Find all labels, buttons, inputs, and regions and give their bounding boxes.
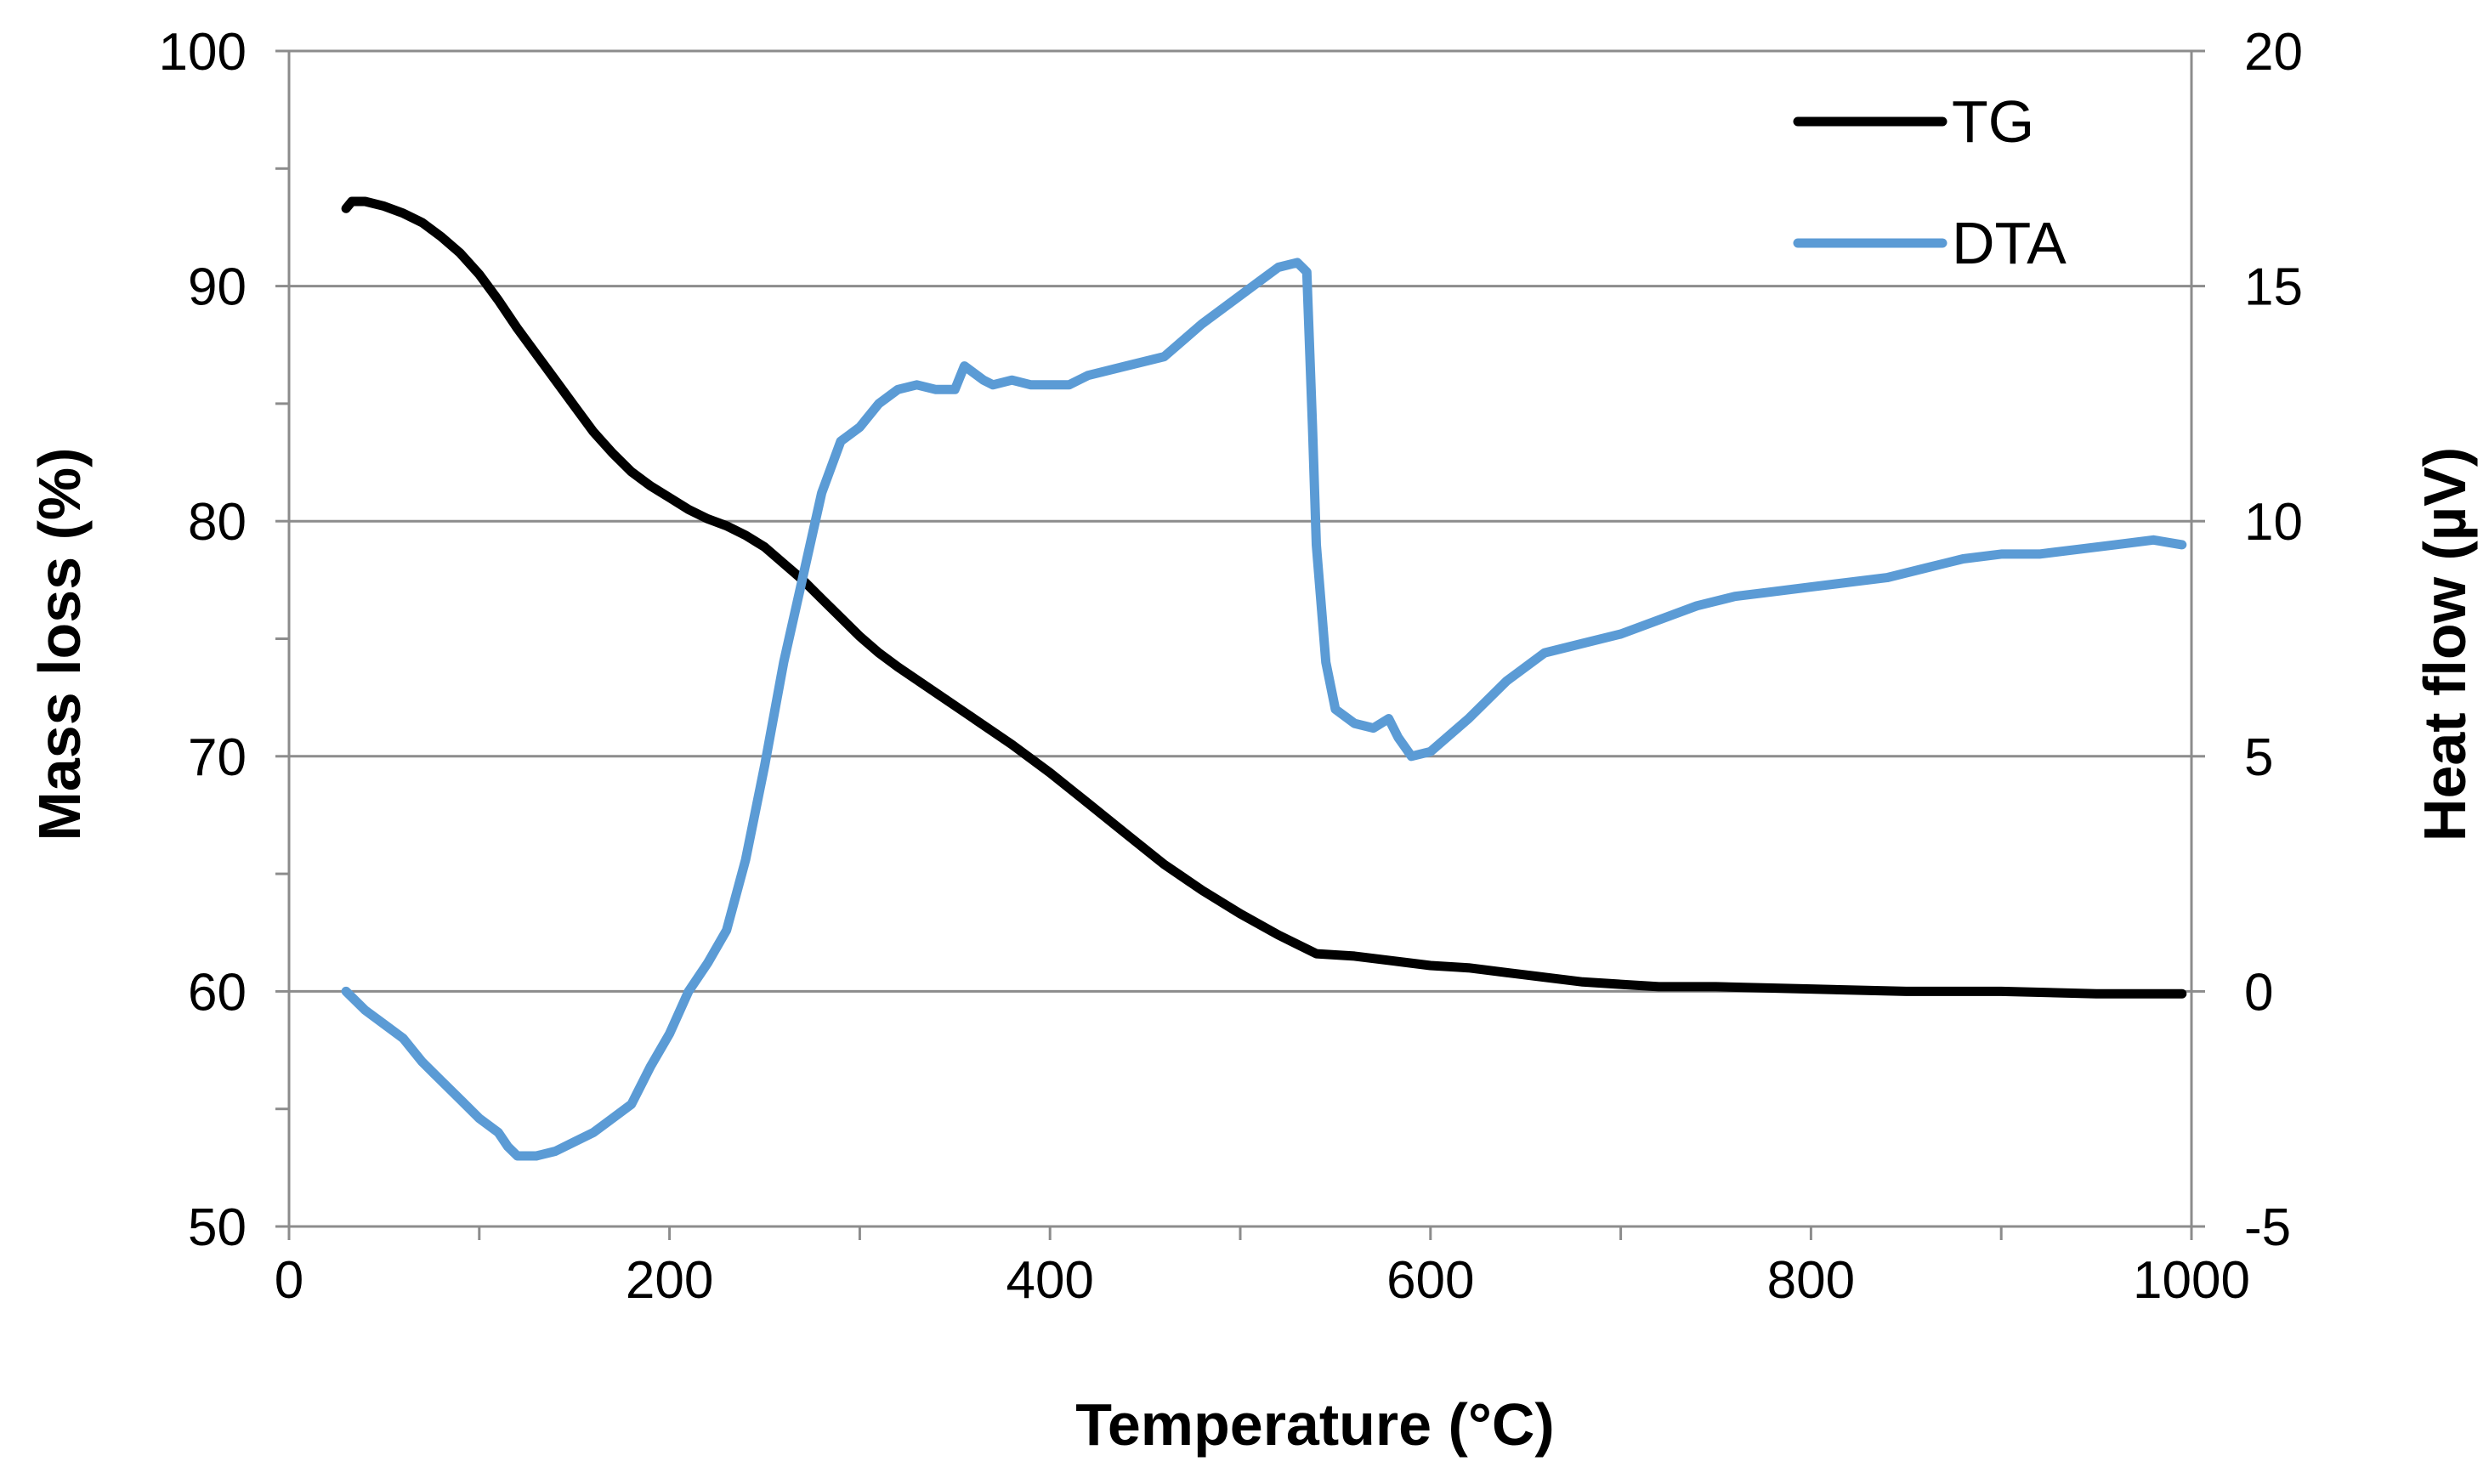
series-line-tg [341, 196, 2187, 999]
y-right-tick-labels: -5 0 5 10 15 20 [2244, 23, 2303, 1257]
y-left-tick-label: 50 [188, 1198, 247, 1257]
x-tick-label: 1000 [2133, 1251, 2250, 1310]
x-tick-label: 600 [1386, 1251, 1474, 1310]
x-tick-label: 800 [1767, 1251, 1855, 1310]
x-tick-labels: 0 200 400 600 800 1000 [275, 1251, 2250, 1310]
y-right-tick-label: -5 [2244, 1198, 2291, 1257]
series-line-dta [341, 258, 2187, 1161]
grid-lines [289, 49, 2191, 993]
tick-marks [275, 49, 2205, 1240]
y-right-tick-label: 15 [2244, 258, 2303, 317]
y-right-tick-label: 10 [2244, 493, 2303, 552]
y-left-tick-label: 90 [188, 258, 247, 317]
x-tick-label: 200 [626, 1251, 713, 1310]
x-tick-label: 0 [275, 1251, 303, 1310]
legend: TG DTA [1793, 88, 2067, 276]
y-right-tick-label: 5 [2244, 728, 2273, 787]
y-left-tick-label: 100 [159, 23, 247, 82]
y-left-tick-label: 70 [188, 728, 247, 787]
legend-tg-label: TG [1952, 88, 2034, 155]
x-tick-label: 400 [1006, 1251, 1093, 1310]
y-left-tick-label: 80 [188, 493, 247, 552]
y-left-tick-label: 60 [188, 963, 247, 1022]
series-lines [341, 196, 2187, 1161]
y-right-axis-title: Heat flow (µV) [2412, 447, 2478, 841]
y-right-tick-label: 20 [2244, 23, 2303, 82]
y-right-tick-label: 0 [2244, 963, 2273, 1022]
axes [287, 51, 2193, 1228]
y-left-tick-labels: 50 60 70 80 90 100 [159, 23, 247, 1257]
y-left-axis-title: Mass loss (%) [26, 448, 93, 841]
x-axis-title: Temperature (°C) [1075, 1391, 1554, 1458]
legend-dta-label: DTA [1952, 210, 2067, 276]
